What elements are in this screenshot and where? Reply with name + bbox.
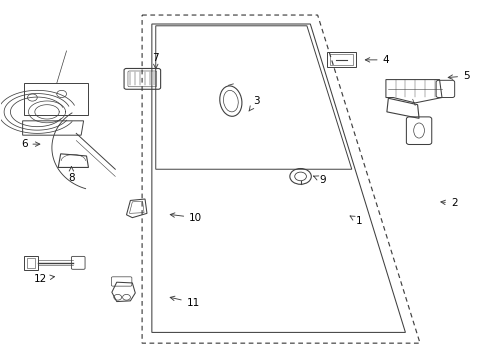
Text: 9: 9 [313,175,325,185]
Text: 10: 10 [170,213,202,222]
Text: 6: 6 [21,139,40,149]
Text: 2: 2 [440,198,457,208]
Text: 11: 11 [170,296,200,308]
Text: 1: 1 [349,216,362,226]
Text: 5: 5 [447,71,468,81]
Text: 3: 3 [248,96,260,111]
Text: 12: 12 [34,274,54,284]
Text: 4: 4 [365,55,388,65]
Text: 7: 7 [152,53,159,69]
Text: 8: 8 [68,167,75,183]
